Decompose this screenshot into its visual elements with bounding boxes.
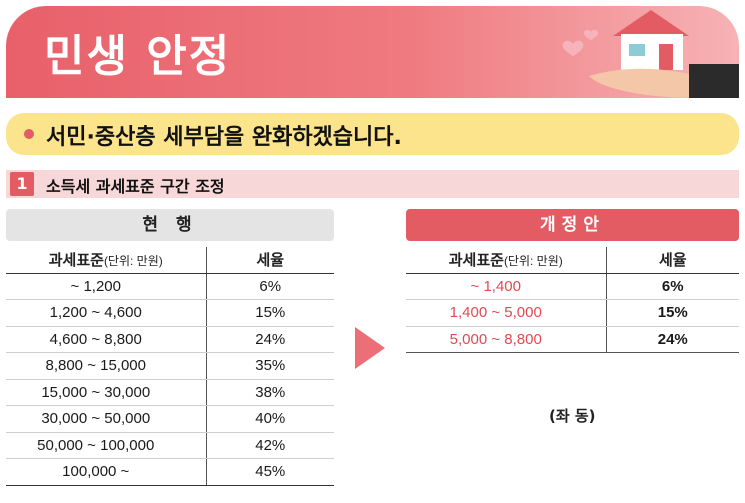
same-as-left-note: (좌 동) [549, 407, 596, 425]
arrow-right-icon [355, 327, 385, 369]
subtitle: 서민·중산층 세부담을 완화하겠습니다. [46, 125, 402, 150]
table-row: 8,800 ~ 15,000 35% [6, 352, 334, 380]
column-header-rate: 세율 [606, 247, 739, 274]
table-row: 100,000 ~45% [6, 458, 334, 486]
table-row: ~ 1,200 6% [6, 273, 334, 300]
reform-tax-table: 과세표준(단위: 만원) 세율 ~ 1,400 6% 1,400 ~ 5,000 1… [406, 247, 739, 353]
current-tax-table: 과세표준(단위: 만원) 세율 ~ 1,200 6% 1,200 ~ 4,600 1… [6, 247, 334, 486]
table-row: 5,000 ~ 8,800 24% [406, 326, 739, 353]
table-row: ~ 1,400 6% [406, 273, 739, 300]
table-row: 15,000 ~ 30,000 38% [6, 379, 334, 406]
table-row: 4,600 ~ 8,800 24% [6, 326, 334, 353]
section-title: 소득세 과세표준 구간 조정 [46, 177, 225, 196]
title-banner: 민생 안정 [6, 6, 739, 98]
column-header-bracket: 과세표준(단위: 만원) [406, 247, 607, 274]
column-header-bracket: 과세표준(단위: 만원) [6, 247, 207, 274]
column-header-rate: 세율 [206, 247, 334, 274]
subtitle-bar: 서민·중산층 세부담을 완화하겠습니다. [6, 113, 739, 155]
heart-icon [562, 29, 599, 56]
table-row: 30,000 ~ 50,000 40% [6, 405, 334, 433]
table-row: 1,200 ~ 4,600 15% [6, 299, 334, 327]
house-in-hand-icon [562, 10, 739, 98]
current-heading: 현 행 [6, 209, 334, 241]
bullet-icon [24, 129, 34, 139]
table-row: 50,000 ~ 100,000 42% [6, 432, 334, 459]
reform-heading: 개정안 [406, 209, 739, 241]
section-header: 1 소득세 과세표준 구간 조정 [6, 170, 739, 198]
section-number: 1 [10, 172, 34, 196]
page-title: 민생 안정 [44, 31, 232, 82]
table-row: 1,400 ~ 5,000 15% [406, 299, 739, 327]
